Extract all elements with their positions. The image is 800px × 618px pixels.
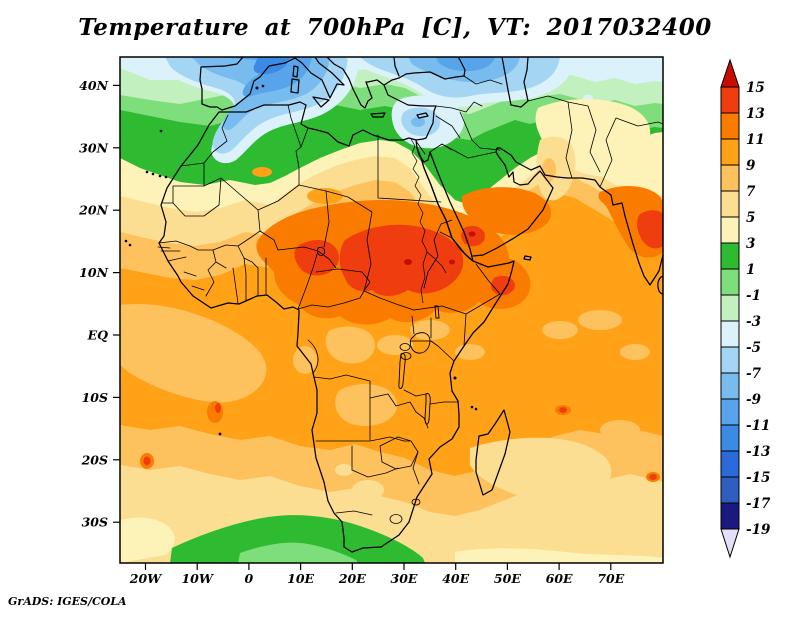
colorbar-level-label: -13: [746, 444, 770, 460]
x-tick-label: 50E: [494, 571, 521, 586]
colorbar-segment: [721, 373, 739, 399]
colorbar-segment: [721, 451, 739, 477]
colorbar-level-label: -3: [746, 314, 761, 330]
y-tick-label: 40N: [79, 78, 108, 93]
colorbar-level-label: 13: [746, 106, 765, 122]
y-tick-label: 30S: [82, 515, 108, 530]
colorbar-segment: [721, 477, 739, 503]
colorbar-level-label: 3: [746, 236, 755, 252]
colorbar-level-label: -17: [746, 496, 771, 512]
colorbar-arrow-top: [721, 60, 739, 87]
temperature-field: [120, 57, 663, 563]
colorbar-arrow-bottom: [721, 529, 739, 557]
colorbar-level-label: 11: [746, 132, 765, 148]
grads-credit: GrADS: IGES/COLA: [8, 595, 127, 608]
grads-temperature-map-page: Temperature at 700hPa [C], VT: 201703240…: [0, 0, 800, 618]
y-tick-label: 20S: [81, 452, 108, 467]
colorbar-segment: [721, 243, 739, 269]
y-tick-label: 10S: [82, 390, 108, 405]
colorbar-level-label: 1: [746, 262, 755, 278]
x-tick-label: 70E: [597, 571, 624, 586]
colorbar-segment: [721, 191, 739, 217]
x-tick-label: 10E: [287, 571, 314, 586]
colorbar-segment: [721, 503, 739, 529]
colorbar-segment: [721, 217, 739, 243]
colorbar-level-label: 9: [746, 158, 756, 174]
x-tick-label: 40E: [442, 571, 469, 586]
colorbar-segment: [721, 165, 739, 191]
colorbar-level-label: -11: [746, 418, 770, 434]
colorbar-segment: [721, 347, 739, 373]
colorbar-legend: 15 13 11 9 7 5 3 1 -1 -3 -5 -7 -9 -11 -13 -15 -17 -19: [721, 60, 771, 557]
map-plot: 40N 30N 20N 10N EQ 10S 20S 30S 20W 10W 0 10E 20E 30E…: [0, 0, 800, 618]
x-tick-label: 60E: [546, 571, 573, 586]
colorbar-level-label: -9: [746, 392, 762, 408]
y-tick-label: 10N: [79, 265, 108, 280]
x-axis-labels: 20W 10W 0 10E 20E 30E 40E 50E 60E 70E: [129, 563, 625, 586]
colorbar-level-label: -19: [746, 522, 771, 538]
colorbar-level-label: -7: [746, 366, 762, 382]
x-tick-label: 0: [245, 571, 254, 586]
colorbar-segment: [721, 269, 739, 295]
colorbar-level-label: 5: [746, 210, 755, 226]
colorbar-level-label: -1: [746, 288, 761, 304]
colorbar-segment: [721, 399, 739, 425]
colorbar-segment: [721, 139, 739, 165]
colorbar-level-label: 7: [746, 184, 756, 200]
y-tick-label: 30N: [79, 140, 108, 155]
y-tick-label: 20N: [78, 203, 108, 218]
x-tick-label: 20E: [338, 571, 366, 586]
colorbar-level-label: 15: [746, 80, 765, 96]
colorbar-segment: [721, 321, 739, 347]
colorbar-level-label: -15: [746, 470, 770, 486]
x-tick-label: 10W: [181, 571, 214, 586]
x-tick-label: 20W: [129, 571, 163, 586]
colorbar-level-label: -5: [746, 340, 761, 356]
colorbar-segment: [721, 113, 739, 139]
y-axis-labels: 40N 30N 20N 10N EQ 10S 20S 30S: [78, 78, 120, 530]
colorbar-segment: [721, 295, 739, 321]
y-tick-label: EQ: [87, 328, 109, 343]
colorbar-segment: [721, 87, 739, 113]
colorbar-segment: [721, 425, 739, 451]
x-tick-label: 30E: [391, 571, 418, 586]
